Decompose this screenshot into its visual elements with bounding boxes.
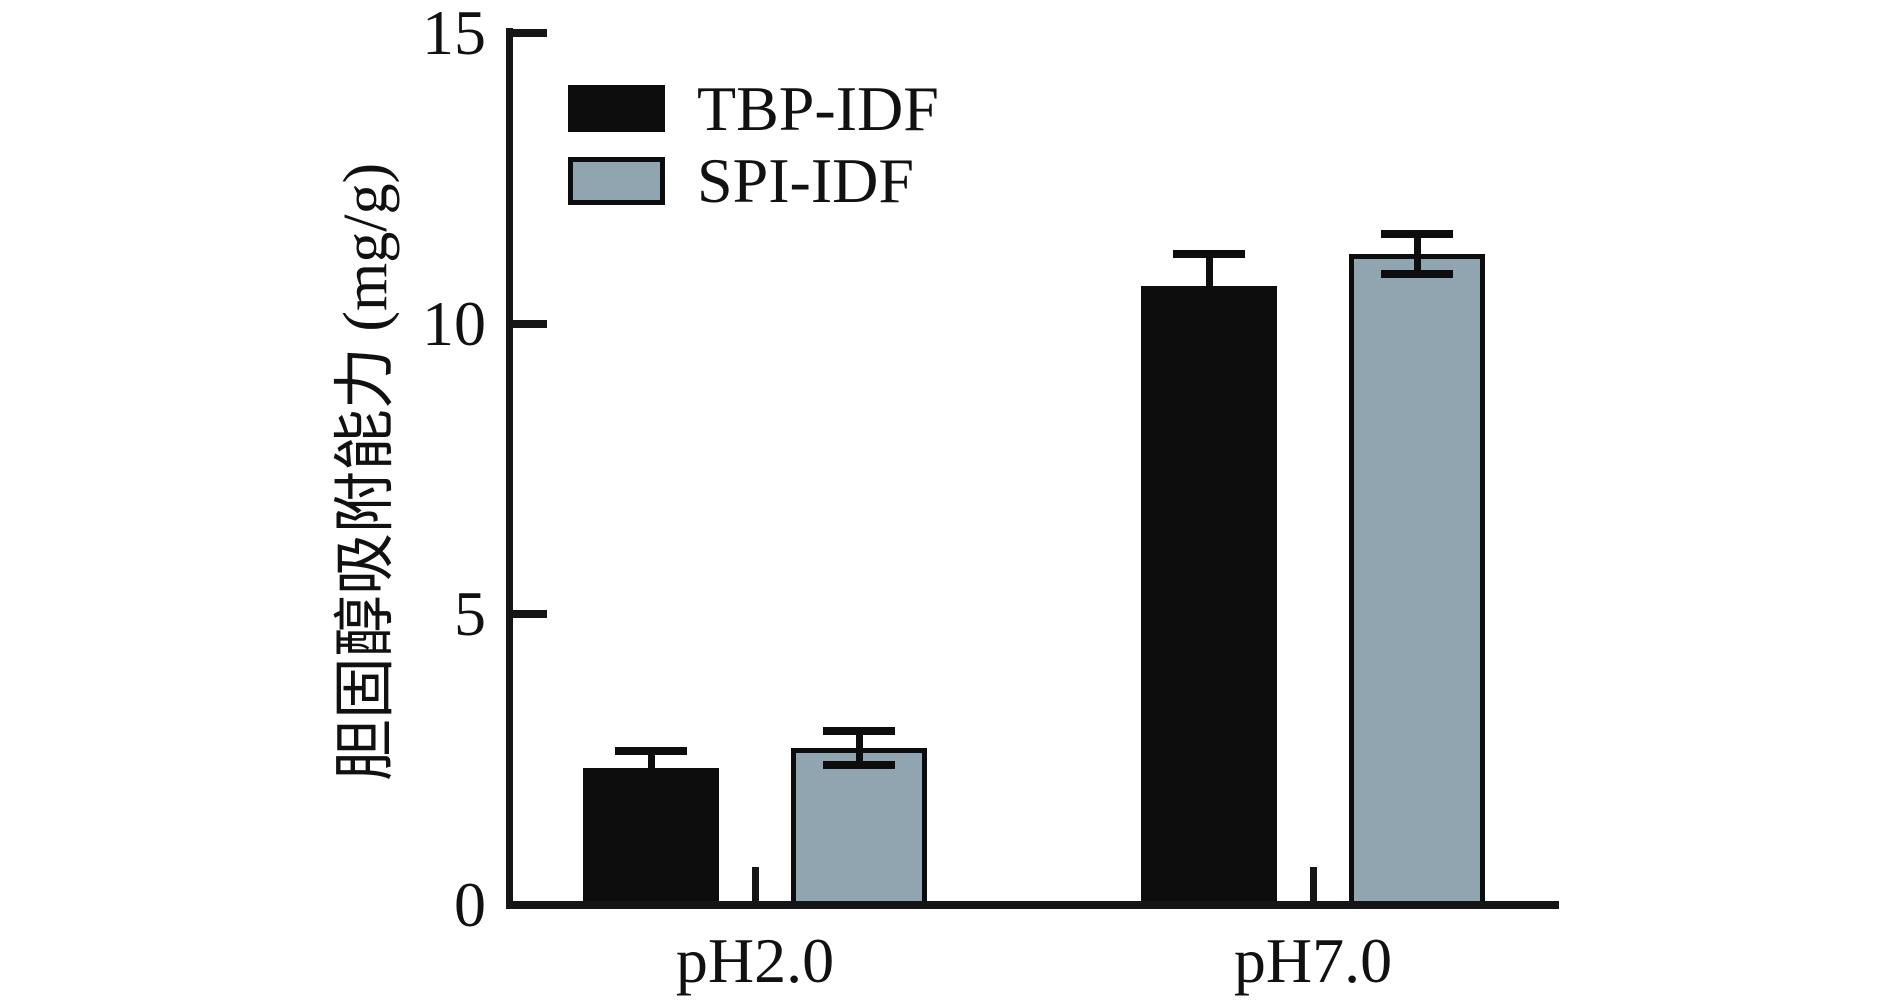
x-axis-category-label: pH2.0	[675, 925, 835, 996]
bar-tbp-idf-ph2-0	[583, 768, 719, 909]
error-bar-tbp-idf-ph2-0	[647, 750, 655, 786]
error-cap-top	[1173, 249, 1245, 258]
x-axis-tick	[751, 867, 759, 901]
legend-swatch-tbp-idf	[568, 85, 665, 132]
y-axis-title: 胆固醇吸附能力 (mg/g)	[332, 162, 400, 782]
y-axis	[505, 28, 513, 909]
legend-swatch-spi-idf	[568, 157, 665, 205]
error-bar-spi-idf-ph2-0	[855, 730, 863, 766]
legend-label-tbp-idf: TBP-IDF	[697, 72, 939, 144]
error-cap-bottom	[1173, 313, 1245, 322]
y-axis-tick-label: 5	[454, 578, 486, 650]
error-cap-top	[823, 726, 895, 735]
y-axis-tick	[509, 29, 547, 37]
y-axis-tick-label: 0	[454, 869, 486, 940]
y-axis-tick	[509, 319, 547, 328]
y-axis-tick-label: 15	[422, 0, 486, 68]
error-cap-top	[1381, 229, 1453, 238]
error-cap-top	[615, 746, 687, 755]
error-bar-tbp-idf-ph7-0	[1205, 253, 1213, 318]
legend-label-spi-idf: SPI-IDF	[697, 145, 914, 216]
error-cap-bottom	[615, 781, 687, 790]
x-axis-tick	[1309, 867, 1317, 901]
y-axis-tick-label: 10	[422, 287, 486, 359]
error-cap-bottom	[1381, 270, 1453, 279]
error-bar-spi-idf-ph7-0	[1413, 233, 1421, 275]
y-axis-tick	[509, 610, 547, 619]
bar-spi-idf-ph2-0	[791, 748, 927, 909]
x-axis-category-label: pH7.0	[1233, 925, 1393, 996]
x-axis	[505, 901, 1559, 909]
error-cap-bottom	[823, 761, 895, 770]
bar-tbp-idf-ph7-0	[1141, 285, 1277, 909]
bar-spi-idf-ph7-0	[1349, 253, 1485, 909]
